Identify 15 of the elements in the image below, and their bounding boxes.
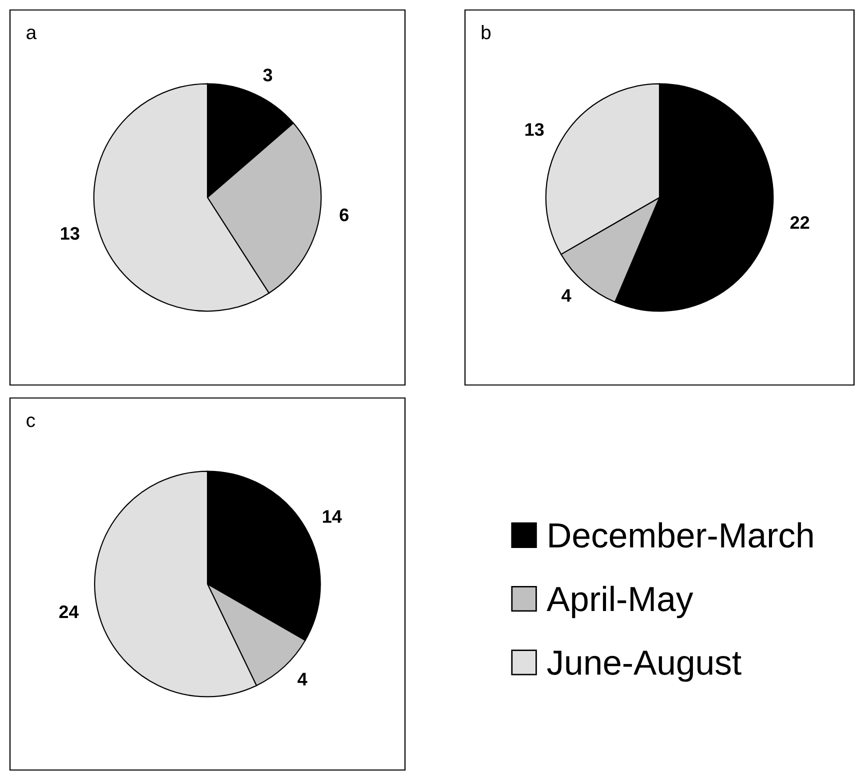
data-label: 13	[60, 227, 80, 240]
data-label: 4	[562, 289, 572, 302]
data-label: 13	[525, 123, 544, 136]
legend-label: June-August	[547, 650, 742, 682]
legend-label: April-May	[546, 586, 694, 618]
data-label: 6	[340, 208, 348, 222]
data-label: 4	[298, 672, 308, 686]
chart-title: b	[482, 25, 491, 40]
data-label: 22	[790, 216, 810, 229]
chart-title: a	[26, 28, 37, 40]
data-label: 14	[322, 510, 342, 523]
legend-label: December-March	[549, 522, 813, 548]
chart-title: c	[26, 416, 36, 428]
data-label: 24	[59, 605, 79, 618]
data-label: 3	[263, 68, 272, 82]
